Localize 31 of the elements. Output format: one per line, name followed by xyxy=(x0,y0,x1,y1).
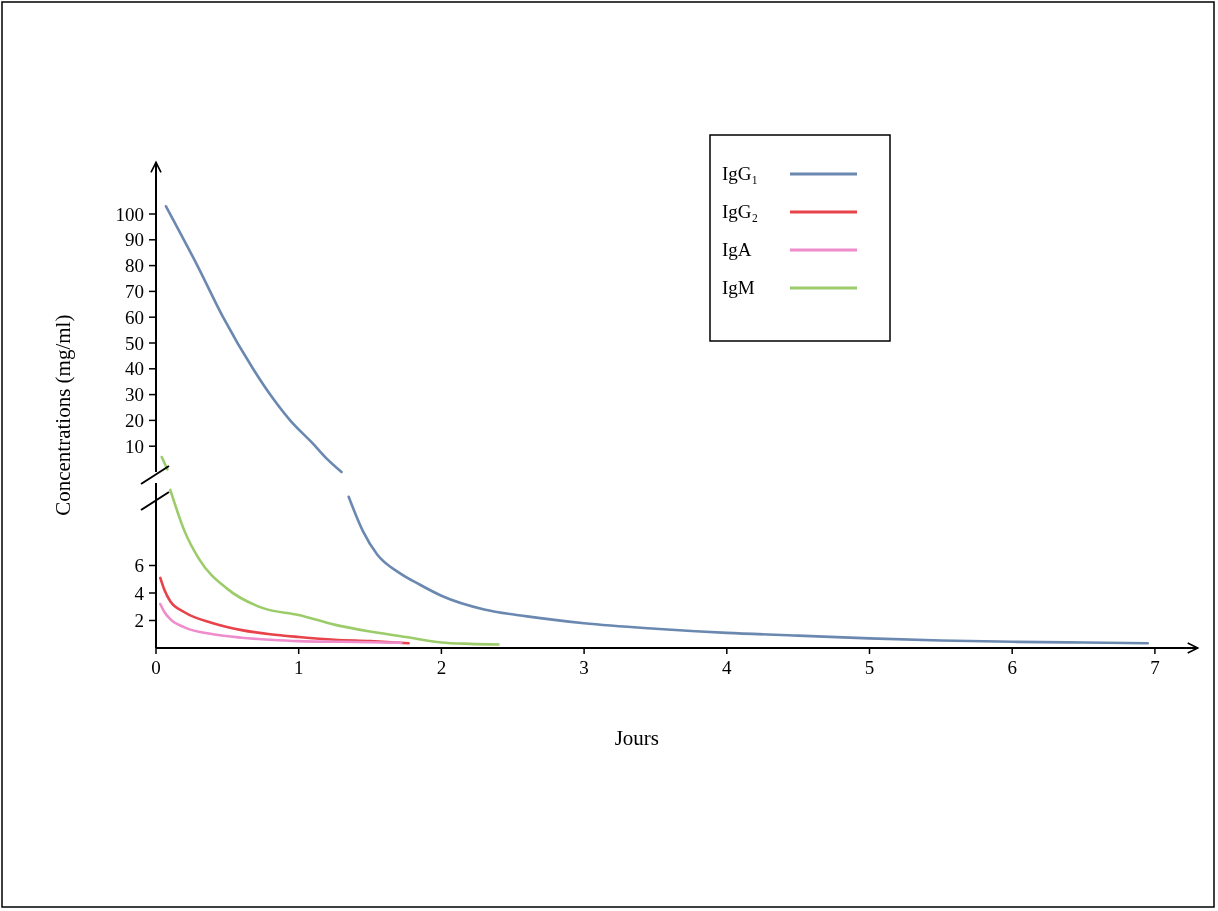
x-tick-label: 7 xyxy=(1150,657,1160,678)
y-tick-label: 4 xyxy=(134,582,145,604)
legend-label: IgM xyxy=(722,277,755,298)
y-tick-label: 2 xyxy=(134,610,144,632)
y-tick-label: 50 xyxy=(125,332,144,354)
x-tick-label: 6 xyxy=(1007,657,1017,678)
line-series xyxy=(158,602,403,645)
legend-label: IgA xyxy=(722,239,752,260)
y-tick-label: 30 xyxy=(125,384,144,406)
y-tick-label: 6 xyxy=(134,555,144,577)
x-tick-label: 4 xyxy=(722,657,733,678)
x-tick-label: 2 xyxy=(436,657,447,678)
line-series xyxy=(347,495,1150,645)
y-tick-label: 80 xyxy=(125,255,144,277)
x-axis-title: Jours xyxy=(614,726,660,750)
y-tick-label: 60 xyxy=(125,306,144,328)
y-tick-label: 100 xyxy=(115,203,144,225)
line-series xyxy=(168,488,500,646)
y-axis-title: Concentrations (mg/ml) xyxy=(51,314,75,516)
y-tick-label: 10 xyxy=(125,435,144,457)
x-tick-label: 1 xyxy=(293,657,304,678)
y-tick-label: 20 xyxy=(125,410,144,432)
legend-label: IgG₂ xyxy=(722,201,759,222)
y-tick-label: 90 xyxy=(125,229,144,251)
legend-label: IgG₁ xyxy=(722,163,759,184)
line-series xyxy=(164,204,343,474)
y-tick-label: 70 xyxy=(125,281,144,303)
x-tick-label: 5 xyxy=(864,657,875,678)
y-tick-label: 40 xyxy=(125,358,144,380)
x-tick-label: 3 xyxy=(579,657,589,678)
x-tick-label: 0 xyxy=(151,657,161,678)
